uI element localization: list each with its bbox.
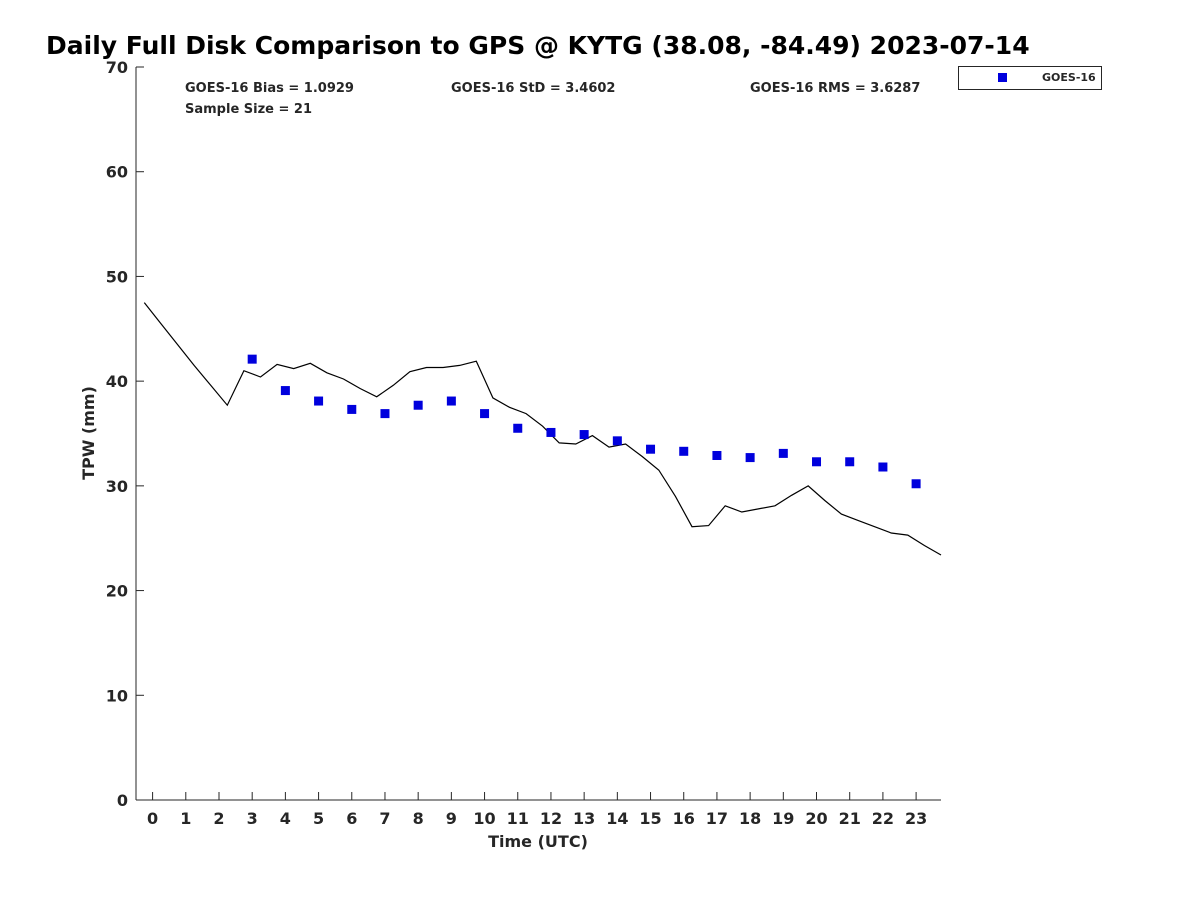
goes16-point [446,396,456,406]
goes16-point [812,457,822,467]
x-tick-label: 11 [507,809,529,828]
goes16-point [679,446,689,456]
y-tick-label: 10 [106,686,128,705]
x-tick-label: 21 [839,809,861,828]
goes16-point [911,479,921,489]
goes16-point [878,462,888,472]
legend: GOES-16 [958,66,1102,90]
gps-line-series [143,302,942,556]
goes16-point [513,423,523,433]
x-tick-label: 18 [739,809,761,828]
goes16-point [314,396,324,406]
x-tick-label: 15 [639,809,661,828]
x-tick-label: 23 [905,809,927,828]
goes16-point [712,450,722,460]
x-axis-ticks: 0 1 2 3 4 5 6 7 8 9 10 11 12 13 14 15 16 17 18 19 20 21 22 23 [147,792,927,828]
goes16-point [646,444,656,454]
x-tick-label: 4 [280,809,291,828]
goes16-point [778,448,788,458]
y-axis-label: TPW (mm) [79,386,98,480]
x-tick-label: 17 [706,809,728,828]
x-axis-label: Time (UTC) [488,832,588,851]
x-tick-label: 14 [606,809,628,828]
goes16-point [413,400,423,410]
axes [135,67,941,801]
goes16-point [380,409,390,419]
x-tick-label: 3 [247,809,258,828]
goes16-point [845,457,855,467]
y-tick-label: 50 [106,267,128,286]
x-tick-label: 9 [446,809,457,828]
y-tick-label: 60 [106,163,128,182]
goes16-point [247,354,257,364]
goes16-point [745,453,755,463]
x-tick-label: 5 [313,809,324,828]
goes16-point [480,409,490,419]
goes16-point [546,427,556,437]
legend-marker [998,73,1007,82]
legend-label-goes16: GOES-16 [1042,71,1096,84]
x-tick-label: 0 [147,809,158,828]
std-annotation: GOES-16 StD = 3.4602 [451,81,615,96]
sample-size-annotation: Sample Size = 21 [185,102,312,117]
chart-title: Daily Full Disk Comparison to GPS @ KYTG… [46,31,1030,60]
y-tick-label: 30 [106,477,128,496]
goes16-point [347,404,357,414]
goes16-scatter-series [247,354,921,489]
legend-box [958,66,1102,90]
gps-line [143,302,942,556]
y-tick-label: 40 [106,372,128,391]
y-axis-ticks: 0 10 20 30 40 50 60 70 [106,58,144,810]
x-tick-label: 1 [180,809,191,828]
y-tick-label: 70 [106,58,128,77]
x-tick-label: 20 [805,809,827,828]
goes16-point [579,430,589,440]
rms-annotation: GOES-16 RMS = 3.6287 [750,81,920,96]
x-tick-label: 6 [346,809,357,828]
x-tick-label: 19 [772,809,794,828]
bias-annotation: GOES-16 Bias = 1.0929 [185,81,354,96]
y-tick-label: 0 [117,791,128,810]
y-tick-label: 20 [106,582,128,601]
x-tick-label: 13 [573,809,595,828]
x-tick-label: 8 [413,809,424,828]
x-tick-label: 12 [540,809,562,828]
x-tick-label: 16 [673,809,695,828]
goes16-point [612,436,622,446]
x-tick-label: 2 [213,809,224,828]
x-tick-label: 10 [473,809,495,828]
x-tick-label: 7 [379,809,390,828]
x-tick-label: 22 [872,809,894,828]
goes16-point [280,386,290,396]
